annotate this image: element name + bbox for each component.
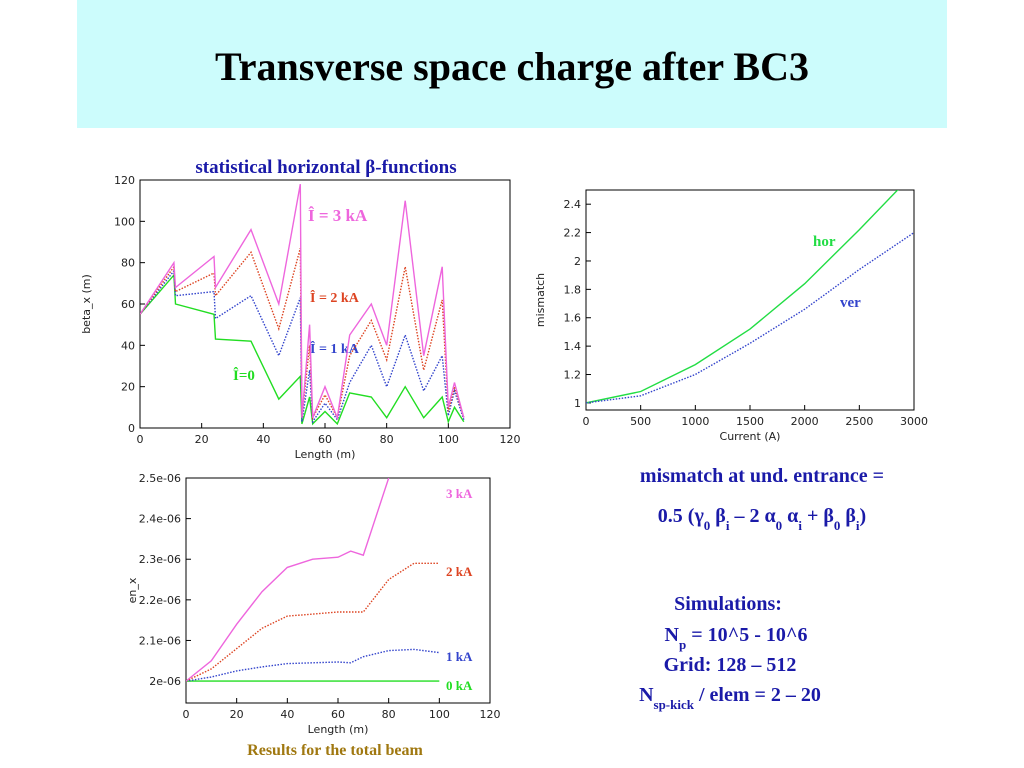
text-run: N: [639, 684, 654, 706]
series-label: 3 kA: [446, 486, 473, 501]
subscript: p: [679, 637, 686, 652]
x-tick-label: 0: [183, 708, 190, 721]
x-tick-label: 1500: [736, 415, 764, 428]
x-tick-label: 1000: [681, 415, 709, 428]
y-tick-label: 1.6: [564, 312, 582, 325]
subscript: i: [726, 518, 730, 533]
x-tick-label: 120: [500, 433, 521, 446]
x-tick-label: 3000: [900, 415, 928, 428]
x-tick-label: 0: [137, 433, 144, 446]
y-tick-label: 2.5e-06: [139, 472, 181, 485]
series-line: [586, 232, 914, 404]
x-tick-label: 60: [318, 433, 332, 446]
mismatch-line1: mismatch at und. entrance =: [640, 465, 884, 487]
x-axis-label: Current (A): [720, 430, 781, 443]
sim-nsp: Nsp-kick / elem = 2 – 20: [639, 684, 821, 712]
subscript: i: [856, 518, 860, 533]
series-label: ver: [840, 295, 861, 311]
text-run: β: [840, 505, 856, 527]
series-line: [186, 648, 440, 682]
series-line: [186, 478, 390, 682]
y-tick-label: 80: [121, 257, 135, 270]
series-label: Î=0: [233, 367, 255, 384]
series-line: [140, 269, 465, 424]
chart-caption: Results for the total beam: [247, 742, 423, 759]
x-tick-label: 2000: [791, 415, 819, 428]
plot-frame: [185, 477, 491, 704]
header-band: [77, 0, 947, 128]
series-label: Î = 2 kA: [310, 289, 360, 306]
y-tick-label: 1.4: [564, 340, 582, 353]
text-run: 0.5 (γ: [658, 505, 705, 527]
text-run: – 2 α: [729, 505, 775, 527]
y-tick-label: 2: [574, 255, 581, 268]
subscript: 0: [776, 518, 783, 533]
x-tick-label: 60: [331, 708, 345, 721]
x-tick-label: 80: [382, 708, 396, 721]
x-tick-label: 20: [195, 433, 209, 446]
text-run: N: [665, 624, 680, 646]
y-tick-label: 60: [121, 298, 135, 311]
y-tick-label: 0: [128, 422, 135, 435]
text-run: α: [782, 505, 798, 527]
sim-np: Np = 10^5 - 10^6: [665, 624, 808, 652]
subscript: 0: [834, 518, 841, 533]
x-tick-label: 40: [280, 708, 294, 721]
mismatch-formula: 0.5 (γ0 βi – 2 α0 αi + β0 βi): [658, 505, 866, 533]
x-tick-label: 80: [380, 433, 394, 446]
series-line: [140, 183, 465, 421]
x-tick-label: 0: [583, 415, 590, 428]
chart-title: statistical horizontal β-functions: [195, 157, 456, 178]
x-tick-label: 20: [230, 708, 244, 721]
x-tick-label: 100: [438, 433, 459, 446]
series-label: hor: [813, 234, 836, 250]
sim-heading: Simulations:: [674, 593, 782, 615]
y-tick-label: 2.2e-06: [139, 594, 181, 607]
subscript: i: [798, 518, 802, 533]
series-label: Î = 3 kA: [308, 206, 368, 225]
series-line: [140, 273, 465, 426]
series-line: [586, 190, 899, 404]
x-axis-label: Length (m): [295, 448, 356, 461]
y-tick-label: 2e-06: [149, 675, 181, 688]
x-tick-label: 2500: [845, 415, 873, 428]
x-axis-label: Length (m): [308, 723, 369, 736]
y-tick-label: 20: [121, 381, 135, 394]
series-label: 1 kA: [446, 649, 473, 664]
y-axis-label: beta_x (m): [80, 274, 93, 334]
subscript: sp-kick: [654, 697, 695, 712]
series-line: [186, 562, 440, 682]
slide-title: Transverse space charge after BC3: [215, 44, 809, 89]
text-run: + β: [802, 505, 834, 527]
y-tick-label: 100: [114, 215, 135, 228]
series-line: [140, 248, 465, 421]
y-tick-label: 2.1e-06: [139, 634, 181, 647]
series-label: 0 kA: [446, 678, 473, 693]
text-run: / elem = 2 – 20: [694, 684, 821, 706]
sim-grid: Grid: 128 – 512: [664, 654, 797, 676]
text-run: β: [710, 505, 726, 527]
y-tick-label: 120: [114, 174, 135, 187]
y-axis-label: en_x: [126, 577, 139, 603]
y-tick-label: 2.4: [564, 198, 582, 211]
series-label: Î = 1 kA: [310, 340, 360, 357]
x-tick-label: 120: [480, 708, 501, 721]
series-label: 2 kA: [446, 564, 473, 579]
subscript: 0: [704, 518, 711, 533]
y-tick-label: 2.4e-06: [139, 513, 181, 526]
y-tick-label: 1: [574, 397, 581, 410]
text-run: = 10^5 - 10^6: [686, 624, 807, 646]
y-tick-label: 40: [121, 339, 135, 352]
y-tick-label: 2.2: [564, 227, 582, 240]
text-run: ): [860, 505, 867, 527]
x-tick-label: 500: [630, 415, 651, 428]
y-tick-label: 1.2: [564, 369, 582, 382]
x-tick-label: 40: [256, 433, 270, 446]
y-tick-label: 1.8: [564, 283, 582, 296]
y-axis-label: mismatch: [534, 273, 547, 327]
y-tick-label: 2.3e-06: [139, 553, 181, 566]
x-tick-label: 100: [429, 708, 450, 721]
